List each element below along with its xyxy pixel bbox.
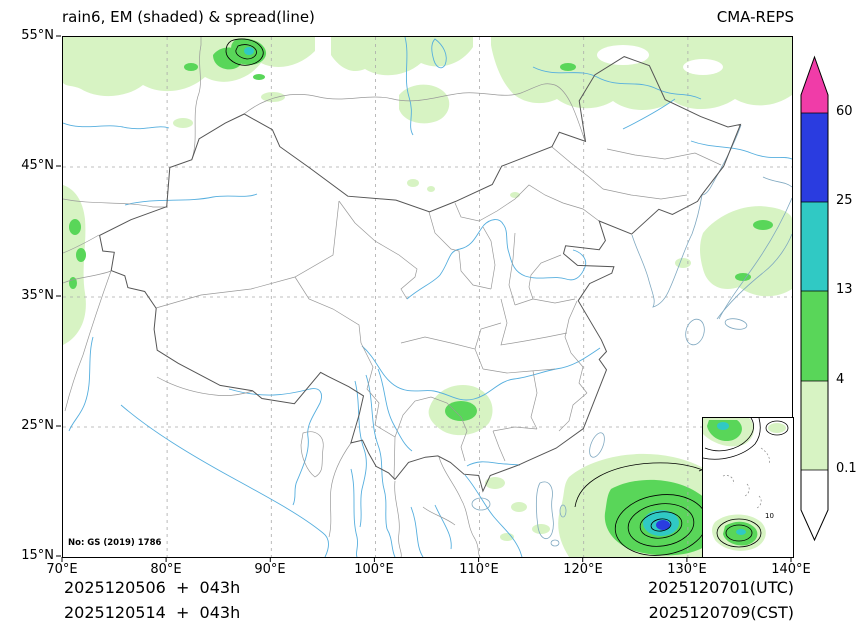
x-tick-label: 80°E bbox=[150, 562, 182, 577]
colorbar-seg-25-60 bbox=[801, 113, 828, 202]
grid-lines bbox=[63, 37, 792, 557]
colorbar-arrow-under bbox=[801, 470, 828, 540]
colorbar bbox=[800, 55, 829, 542]
footer-init-utc: 2025120506 + 043h bbox=[64, 578, 241, 597]
y-tick-label: 45°N bbox=[21, 158, 54, 173]
x-tick-label: 90°E bbox=[254, 562, 286, 577]
y-tick-label: 15°N bbox=[21, 548, 54, 563]
x-tick-label: 120°E bbox=[563, 562, 603, 577]
province-borders bbox=[63, 37, 722, 557]
y-tick-label: 35°N bbox=[21, 288, 54, 303]
china-border bbox=[99, 56, 742, 493]
footer-valid-cst: 2025120709(CST) bbox=[648, 603, 794, 622]
colorbar-seg-01-4 bbox=[801, 381, 828, 470]
colorbar-arrow-over bbox=[801, 57, 828, 113]
map-canvas bbox=[63, 37, 792, 557]
inset-contour-label: 10 bbox=[765, 512, 774, 520]
colorbar-label: 0.1 bbox=[836, 461, 857, 476]
shade-gaps bbox=[597, 45, 723, 75]
colorbar-dividers bbox=[801, 112, 828, 471]
south-china-sea-inset: 10 bbox=[702, 417, 794, 558]
inset-shade-cyan bbox=[717, 422, 746, 535]
x-tick-label: 100°E bbox=[354, 562, 394, 577]
footer-valid-utc: 2025120701(UTC) bbox=[648, 578, 794, 597]
inset-contours bbox=[703, 418, 789, 548]
x-tick-label: 70°E bbox=[46, 562, 78, 577]
license-stamp: No: GS (2019) 1786 bbox=[66, 538, 164, 548]
colorbar-label: 60 bbox=[836, 104, 853, 119]
map-plot bbox=[62, 36, 793, 558]
colorbar-seg-4-13 bbox=[801, 291, 828, 381]
x-tick-label: 130°E bbox=[667, 562, 707, 577]
x-tick-label: 140°E bbox=[771, 562, 811, 577]
inset-islands bbox=[722, 447, 770, 509]
footer-init-cst: 2025120514 + 043h bbox=[64, 603, 241, 622]
inset-canvas: 10 bbox=[703, 418, 789, 551]
precip-shade-blue bbox=[656, 520, 670, 530]
coastlines bbox=[471, 124, 792, 547]
colorbar-outline bbox=[800, 55, 829, 542]
figure-title: rain6, EM (shaded) & spread(line) bbox=[62, 8, 315, 26]
colorbar-label: 13 bbox=[836, 282, 853, 297]
colorbar-seg-13-25 bbox=[801, 202, 828, 291]
y-tick-label: 25°N bbox=[21, 418, 54, 433]
colorbar-label: 4 bbox=[836, 372, 845, 387]
y-tick-label: 55°N bbox=[21, 28, 54, 43]
colorbar-label: 25 bbox=[836, 193, 853, 208]
rivers bbox=[63, 37, 792, 557]
x-tick-label: 110°E bbox=[459, 562, 499, 577]
product-label: CMA-REPS bbox=[716, 8, 794, 26]
